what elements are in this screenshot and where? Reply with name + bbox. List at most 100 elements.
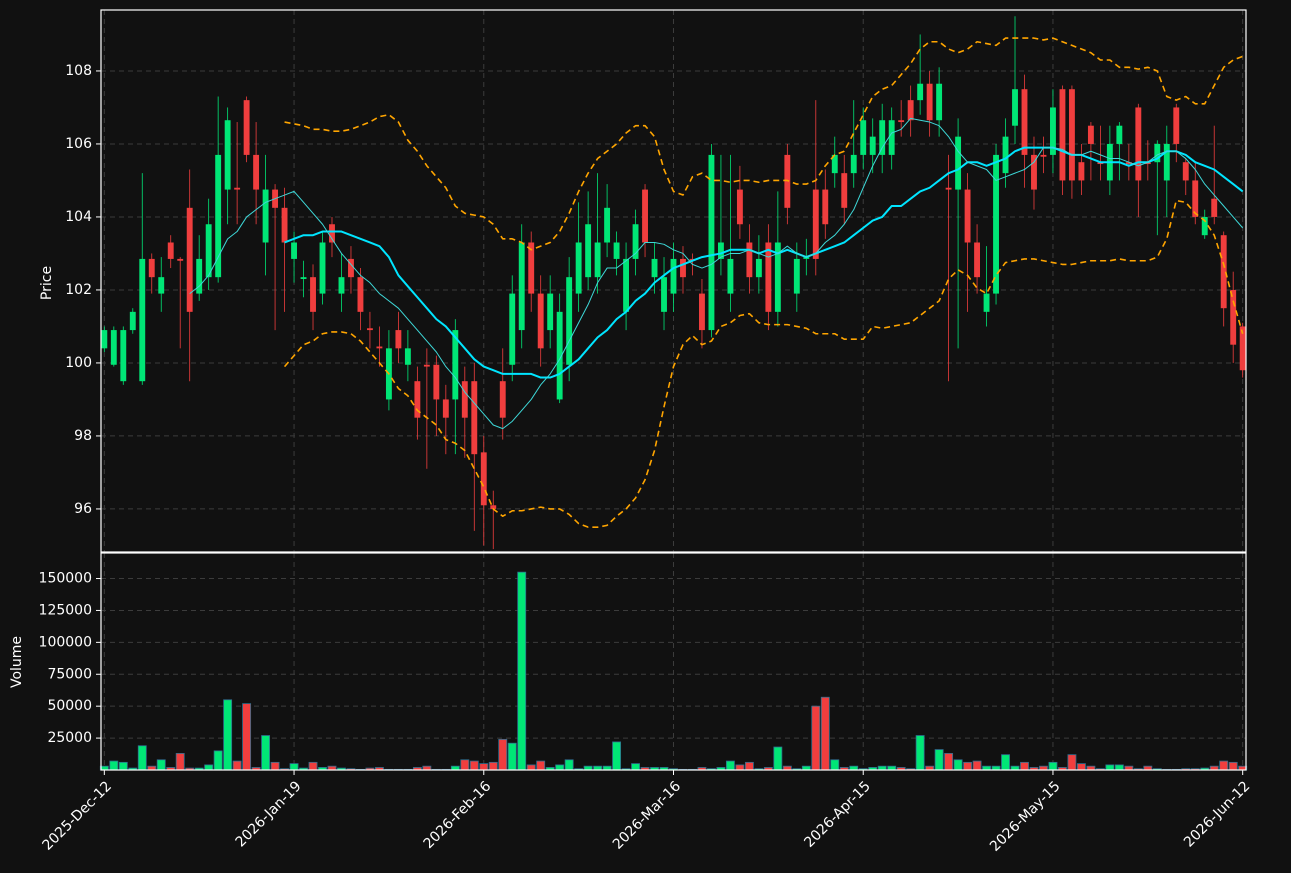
y-tick-label: 98	[74, 428, 92, 444]
candle-body	[945, 187, 952, 190]
candle-body	[509, 293, 516, 365]
candle-body	[1002, 136, 1009, 174]
candle-body	[433, 364, 440, 400]
candle-body	[670, 258, 677, 294]
candle-body	[253, 154, 260, 190]
candle-body	[831, 154, 838, 174]
candle-body	[148, 258, 155, 278]
candle-body	[1192, 180, 1199, 217]
volume-tick-label: 150000	[39, 571, 92, 587]
y-tick-label: 100	[65, 355, 92, 371]
candle-body	[395, 330, 402, 349]
volume-bar	[820, 696, 830, 771]
candle-body	[167, 242, 174, 259]
candle-body	[642, 189, 648, 243]
candle-body	[414, 381, 421, 418]
candle-body	[461, 381, 468, 418]
volume-bar	[175, 753, 185, 771]
candle-body	[1068, 89, 1075, 181]
candle-body	[1201, 216, 1208, 236]
volume-bar	[1228, 761, 1238, 771]
volume-bar	[507, 742, 517, 771]
candle-body	[404, 348, 411, 365]
volume-bar	[242, 703, 252, 771]
candle-body	[243, 100, 250, 155]
volume-bar	[612, 741, 622, 771]
candle-body	[727, 258, 734, 294]
candle-body	[139, 258, 146, 382]
volume-bar	[261, 735, 271, 771]
candle-body	[907, 100, 914, 121]
candle-body	[452, 330, 459, 400]
volume-bar	[1114, 764, 1124, 771]
candle-body	[1173, 107, 1180, 144]
volume-bar	[488, 761, 498, 771]
candle-body	[1182, 162, 1189, 181]
candle-body	[291, 242, 297, 259]
candle-body	[917, 83, 924, 101]
candle-body	[186, 207, 193, 312]
candle-body	[196, 258, 203, 294]
volume-bar	[232, 760, 242, 771]
candle-body	[215, 154, 222, 278]
candle-body	[699, 293, 705, 331]
volume-bar	[479, 763, 489, 771]
candle-body	[1239, 326, 1246, 371]
volume-bar	[308, 761, 318, 771]
volume-bar	[1067, 754, 1077, 771]
candle-body	[518, 242, 525, 331]
volume-tick-label: 125000	[39, 602, 92, 618]
candle-body	[926, 83, 933, 121]
candle-body	[623, 258, 630, 312]
volume-bar	[915, 735, 925, 771]
candle-body	[879, 120, 886, 155]
volume-bar	[109, 760, 119, 771]
candle-body	[110, 330, 117, 365]
candle-body	[1059, 89, 1066, 181]
price-axis-label: Price	[39, 266, 55, 300]
volume-bar	[1001, 754, 1010, 771]
volume-bar	[1105, 764, 1115, 771]
volume-bar	[498, 738, 508, 771]
candle-body	[205, 224, 212, 278]
volume-bar	[204, 764, 214, 771]
volume-bar	[972, 760, 982, 771]
candle-body	[1040, 154, 1047, 157]
candle-body	[537, 293, 544, 349]
candle-body	[1050, 107, 1056, 155]
candle-body	[1078, 162, 1085, 181]
y-tick-label: 96	[74, 501, 92, 517]
candle-body	[1220, 235, 1227, 309]
candle-body	[784, 154, 791, 208]
volume-bar	[137, 745, 147, 771]
candle-body	[850, 154, 857, 174]
candle-body	[442, 399, 449, 418]
candle-body	[983, 293, 990, 312]
candle-body	[860, 120, 867, 155]
candle-body	[888, 120, 895, 155]
candle-body	[755, 258, 762, 278]
volume-bar	[744, 761, 754, 771]
candle-body	[480, 452, 487, 506]
volume-bar	[270, 761, 280, 771]
candle-body	[158, 277, 165, 294]
volume-bar	[735, 764, 745, 771]
candle-body	[357, 277, 364, 312]
candle-body	[898, 120, 905, 123]
volume-tick-label: 50000	[47, 698, 92, 714]
volume-bar	[536, 760, 546, 771]
volume-tick-label: 100000	[39, 634, 92, 650]
candle-body	[101, 330, 108, 349]
volume-bar	[564, 759, 574, 771]
candle-body	[129, 311, 136, 331]
candle-body	[1021, 89, 1028, 155]
candle-body	[1012, 89, 1018, 126]
candle-body	[499, 381, 506, 418]
candle-body	[869, 136, 876, 155]
candle-body	[1135, 107, 1142, 181]
candle-body	[793, 258, 800, 294]
volume-bar	[1219, 760, 1229, 771]
volume-bar	[517, 571, 527, 771]
candle-body	[661, 277, 667, 312]
